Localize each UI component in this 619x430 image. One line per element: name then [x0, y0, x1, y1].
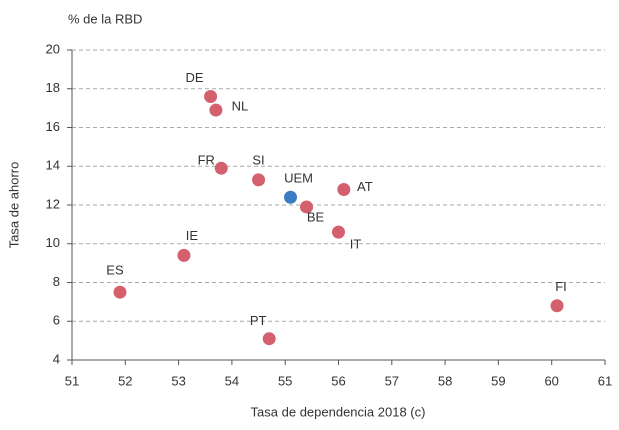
y-tick-label: 4 — [53, 351, 60, 366]
x-tick-label: 61 — [598, 373, 612, 388]
point-label: DE — [186, 70, 204, 85]
y-axis-label: Tasa de ahorro — [6, 162, 21, 249]
point — [209, 103, 223, 117]
y-tick-label: 8 — [53, 274, 60, 289]
point-label: IE — [186, 228, 199, 243]
x-tick-label: 56 — [331, 373, 345, 388]
x-tick-label: 58 — [438, 373, 452, 388]
y-unit-label: % de la RBD — [68, 11, 142, 26]
point — [177, 248, 191, 262]
point — [204, 90, 218, 103]
y-tick-label: 16 — [46, 119, 60, 134]
x-tick-label: 55 — [278, 373, 292, 388]
point — [337, 183, 351, 196]
x-tick-label: 51 — [65, 373, 79, 388]
point — [332, 225, 345, 239]
point — [262, 332, 276, 346]
point-label: NL — [232, 99, 249, 114]
x-tick-label: 53 — [171, 373, 185, 388]
point-label: SI — [252, 152, 264, 167]
point — [113, 285, 127, 299]
point-label: UEM — [284, 171, 313, 186]
point-label: FR — [198, 153, 215, 168]
point-label: ES — [106, 263, 124, 278]
point-label: IT — [350, 237, 362, 252]
point-label: AT — [357, 179, 373, 194]
point-label: BE — [307, 209, 325, 224]
x-tick-label: 60 — [544, 373, 558, 388]
x-tick-label: 59 — [491, 373, 505, 388]
x-tick-label: 57 — [385, 373, 399, 388]
y-tick-label: 6 — [53, 313, 60, 328]
point — [300, 200, 314, 214]
x-tick-label: 54 — [225, 373, 239, 388]
x-axis-label: Tasa de dependencia 2018 (c) — [251, 404, 426, 419]
point-label: FI — [555, 279, 567, 294]
x-tick-label: 52 — [118, 373, 132, 388]
point — [252, 173, 266, 187]
point — [214, 161, 228, 175]
y-tick-label: 14 — [46, 158, 60, 173]
y-tick-label: 12 — [46, 196, 60, 211]
y-tick-label: 18 — [46, 80, 60, 95]
y-tick-label: 20 — [46, 41, 60, 56]
point — [550, 299, 564, 313]
point — [284, 190, 298, 204]
y-tick-label: 10 — [46, 235, 60, 250]
point-label: PT — [250, 313, 267, 328]
